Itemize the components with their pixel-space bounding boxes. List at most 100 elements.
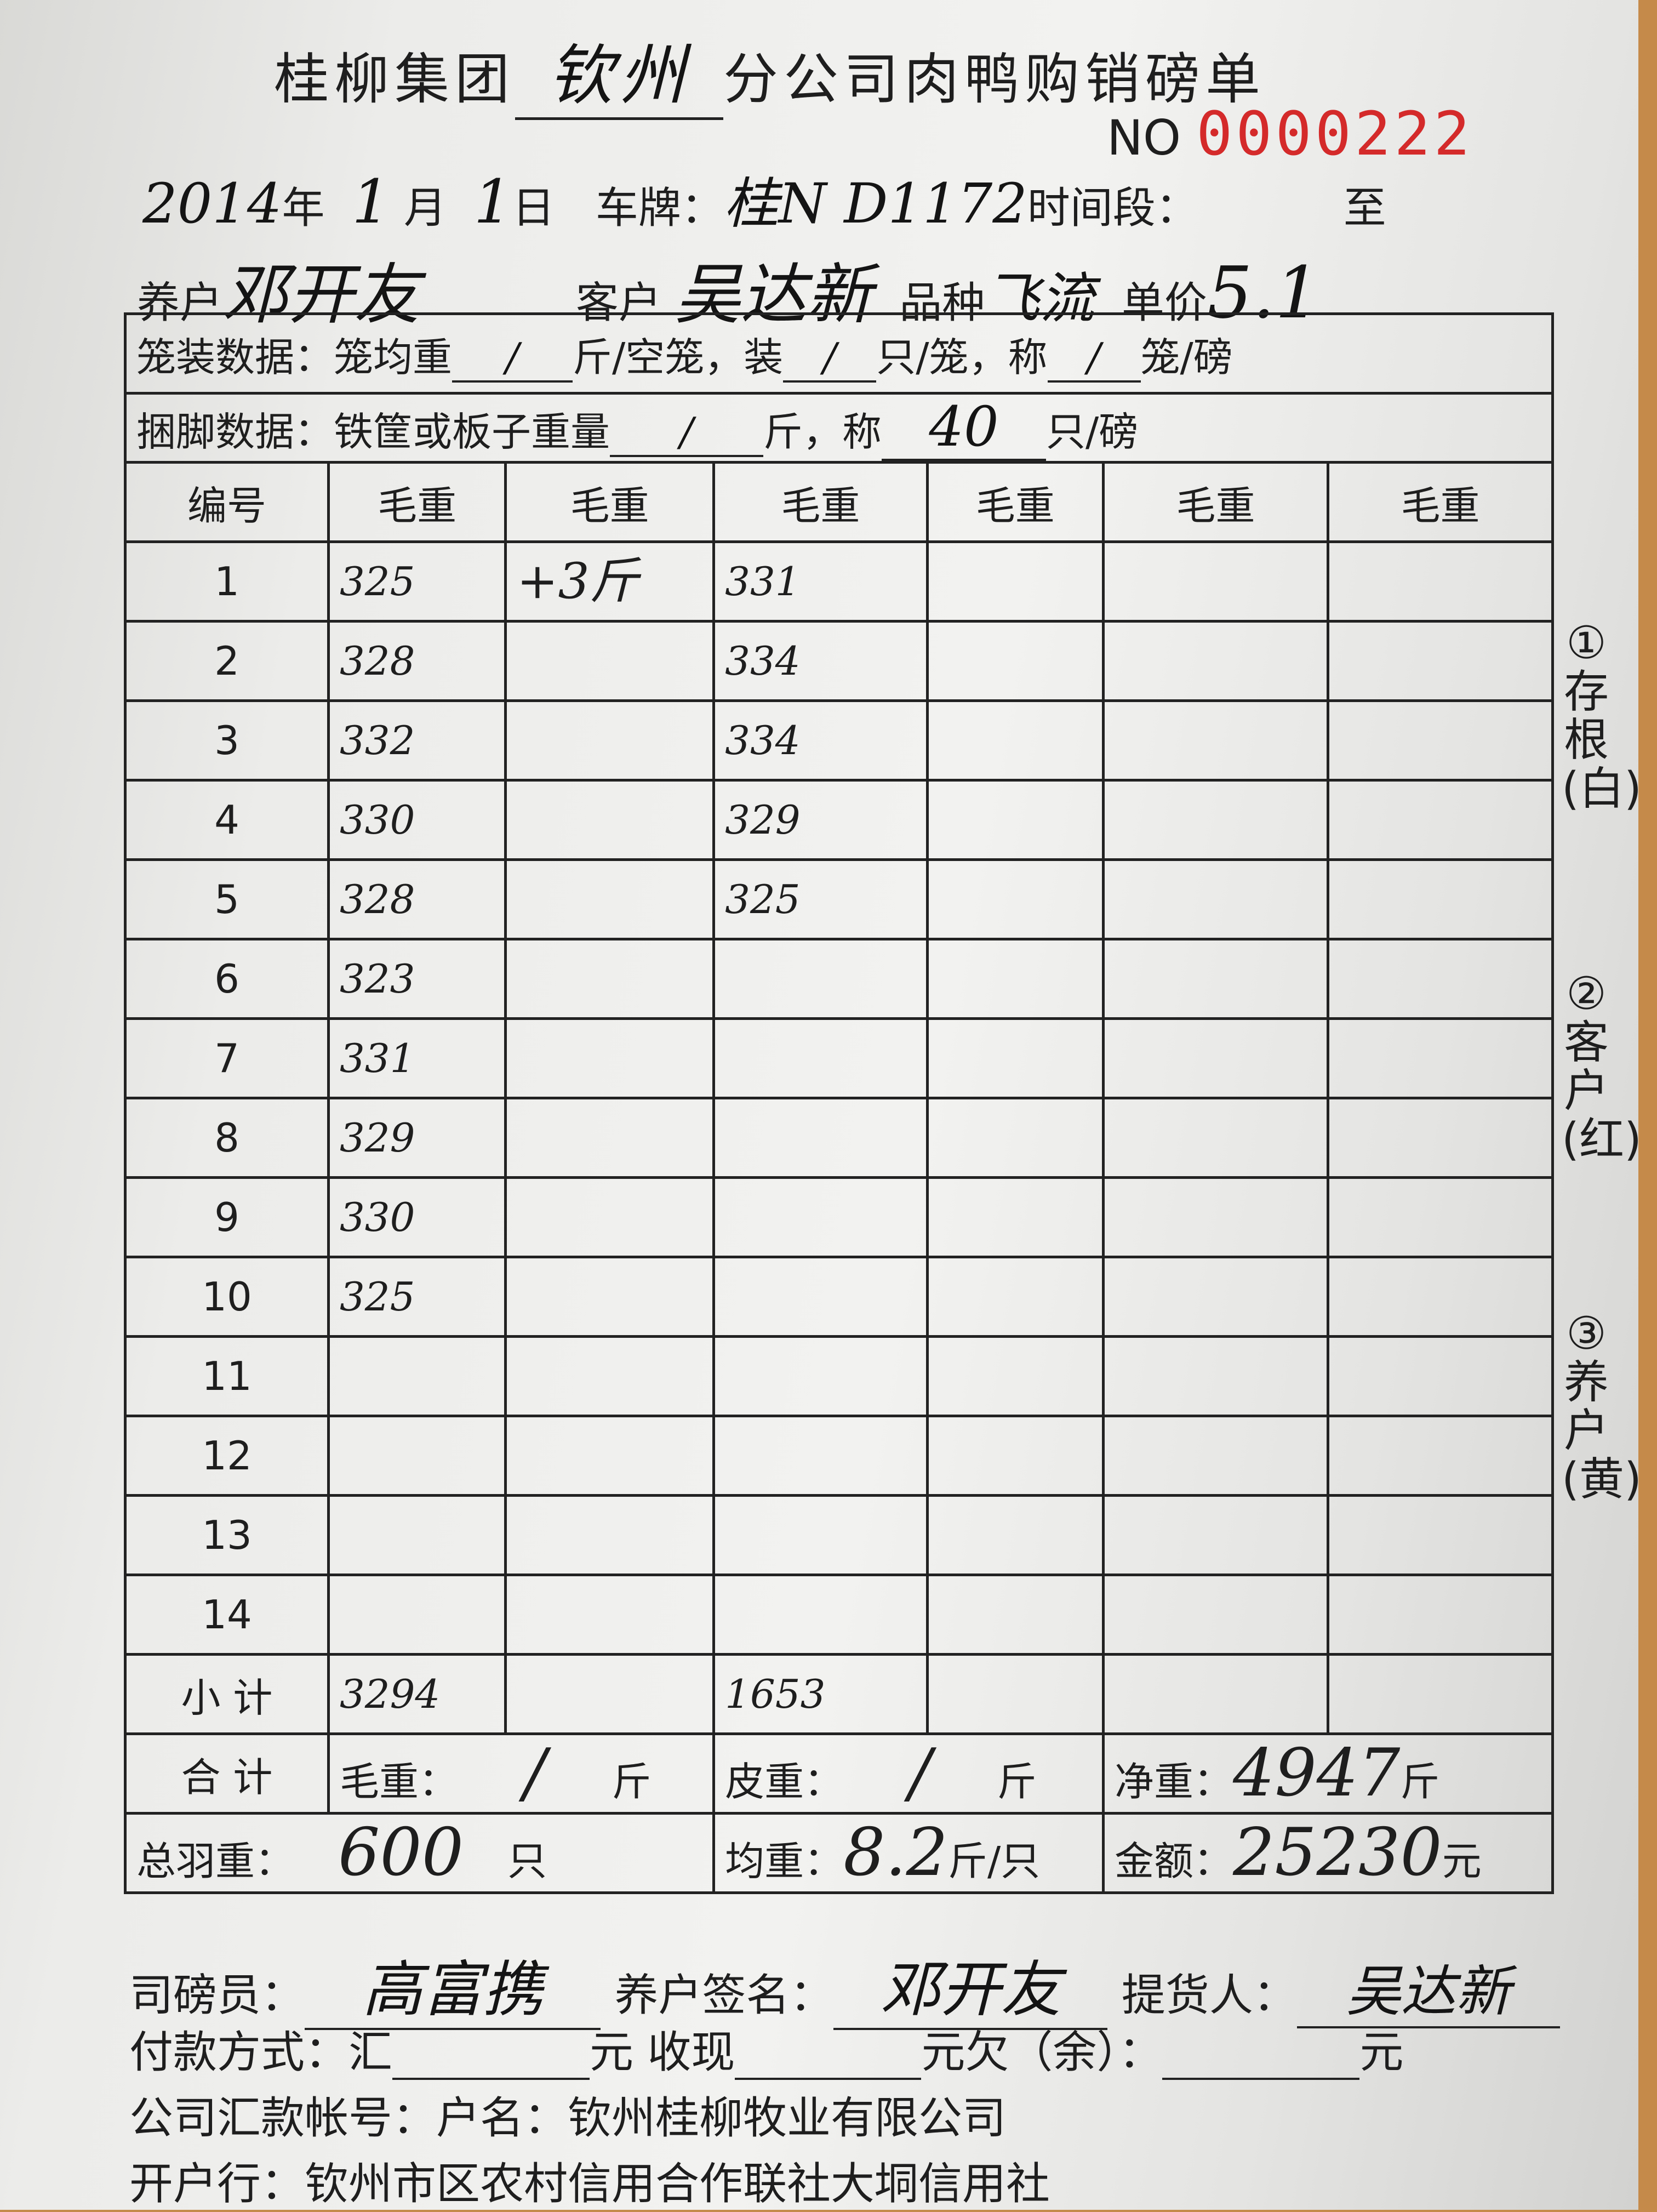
weight-cell	[925, 1017, 1105, 1099]
weight-cell	[712, 1574, 929, 1656]
form-title: 桂柳集团 钦州 分公司肉鸭购销磅单	[274, 22, 1266, 120]
row-number: 7	[124, 1017, 330, 1099]
weight-cell	[925, 858, 1105, 940]
weight-cell	[1101, 938, 1329, 1020]
amount-label: 金额：	[1114, 1838, 1233, 1884]
avg-value: 8.2	[843, 1814, 948, 1891]
row-number: 9	[124, 1176, 330, 1258]
bundle-count: 40	[882, 395, 1047, 461]
table-row: 2 328 334	[124, 620, 1555, 702]
serial-value: 0000222	[1196, 99, 1473, 169]
weight-cell	[327, 1415, 507, 1497]
weight-cell	[504, 779, 716, 861]
cage-avg: /	[452, 334, 573, 383]
weight-cell	[1101, 1256, 1329, 1338]
weight-cell	[504, 1415, 716, 1497]
header-row: 编号 毛重 毛重 毛重 毛重 毛重 毛重	[124, 461, 1555, 543]
row-number: 10	[124, 1256, 330, 1338]
copy-label-stub: ①存根(白)	[1562, 617, 1642, 815]
table-row: 6 323	[124, 938, 1555, 1020]
farmer-sign-label: 养户签名：	[614, 1970, 834, 2021]
weight-cell	[504, 858, 716, 940]
weigher-signature: 高富携	[305, 1940, 601, 2030]
weight-cell	[1326, 938, 1555, 1020]
table-row: 1 325 +3斤 331	[124, 540, 1555, 623]
signature-row: 司磅员： 高富携 养户签名： 邓开友 提货人： 吴达新	[129, 1940, 1560, 2030]
table-row: 13	[124, 1494, 1555, 1576]
weight-cell: 328	[327, 620, 507, 702]
weight-cell	[1101, 1176, 1329, 1258]
row-number: 13	[124, 1494, 330, 1576]
bundle-unit1: 斤，称	[763, 409, 882, 455]
day-value: 1	[473, 167, 512, 237]
weight-cell: 332	[327, 699, 507, 782]
tare-value: /	[909, 1735, 932, 1811]
weight-cell	[1326, 620, 1555, 702]
weight-cell	[712, 1415, 929, 1497]
weight-cell: 334	[712, 699, 929, 782]
weight-cell	[1101, 1097, 1329, 1179]
copy-label-farmer: ③养户(黄)	[1562, 1308, 1642, 1506]
table-row: 3 332 334	[124, 699, 1555, 782]
cage-label: 笼装数据：笼均重	[136, 334, 453, 380]
weight-cell	[712, 1494, 929, 1576]
row-number: 5	[124, 858, 330, 940]
cage-unit3: 笼/磅	[1140, 334, 1233, 380]
no-label: NO	[1107, 110, 1181, 166]
payment-row: 付款方式：汇 元 收现 元欠（余）： 元	[129, 2017, 1403, 2080]
bundle-weight: /	[610, 409, 764, 457]
table-row: 7 331	[124, 1017, 1555, 1099]
owe-label: 元欠（余）：	[921, 2027, 1163, 2078]
subtotal-cell	[1326, 1653, 1555, 1735]
weight-cell: 325	[327, 540, 507, 623]
row-number: 4	[124, 779, 330, 861]
weight-cell	[504, 938, 716, 1020]
account-line: 公司汇款帐号：户名：钦州桂柳牧业有限公司	[129, 2093, 1006, 2143]
col-header: 毛重	[712, 461, 929, 543]
weight-cell	[504, 1097, 716, 1179]
yuan-unit: 元	[590, 2027, 633, 2078]
weigher-label: 司磅员：	[129, 1970, 305, 2021]
weight-cell	[925, 1494, 1105, 1576]
table-row: 14	[124, 1574, 1555, 1656]
title-suffix: 分公司肉鸭购销磅单	[723, 47, 1266, 111]
subtotal-row: 小 计 3294 1653	[124, 1653, 1555, 1735]
weight-cell	[1101, 699, 1329, 782]
cash-label: 收现	[647, 2027, 735, 2078]
row-number: 2	[124, 620, 330, 702]
subtotal-cell: 1653	[712, 1653, 929, 1735]
avg-label: 均重：	[725, 1838, 844, 1884]
row-number: 1	[124, 540, 330, 623]
row-number: 6	[124, 938, 330, 1020]
weight-cell: 330	[327, 779, 507, 861]
year-value: 2014	[142, 172, 282, 236]
weight-cell	[712, 938, 929, 1020]
weight-cell	[925, 1574, 1105, 1656]
subtotal-cell	[1101, 1653, 1329, 1735]
copy-label-customer: ②客户(红)	[1562, 968, 1642, 1166]
weight-cell	[712, 1176, 929, 1258]
subtotal-label: 小 计	[124, 1653, 330, 1735]
weight-cell	[1326, 1494, 1555, 1576]
weight-cell: 331	[327, 1017, 507, 1099]
weight-cell	[1326, 1415, 1555, 1497]
weight-cell	[1326, 858, 1555, 940]
weight-cell: +3斤	[504, 540, 716, 623]
weight-cell	[925, 1415, 1105, 1497]
table-row: 9 330	[124, 1176, 1555, 1258]
weight-cell	[504, 1494, 716, 1576]
cage-row: 笼装数据：笼均重 / 斤/空笼，装 / 只/笼，称 / 笼/磅	[124, 312, 1554, 395]
subtotal-cell	[504, 1653, 716, 1735]
weight-cell	[504, 1017, 716, 1099]
table-row: 12	[124, 1415, 1555, 1497]
weight-cell	[1101, 858, 1329, 940]
subtotal-cell	[925, 1653, 1105, 1735]
year-label: 年	[282, 184, 325, 233]
pickup-signature: 吴达新	[1296, 1947, 1560, 2028]
weight-cell	[1326, 779, 1555, 861]
weight-cell	[504, 1574, 716, 1656]
yuan-unit: 元	[1359, 2027, 1404, 2078]
weight-cell	[1101, 1494, 1329, 1576]
row-number: 14	[124, 1574, 330, 1656]
weight-cell	[712, 1256, 929, 1338]
